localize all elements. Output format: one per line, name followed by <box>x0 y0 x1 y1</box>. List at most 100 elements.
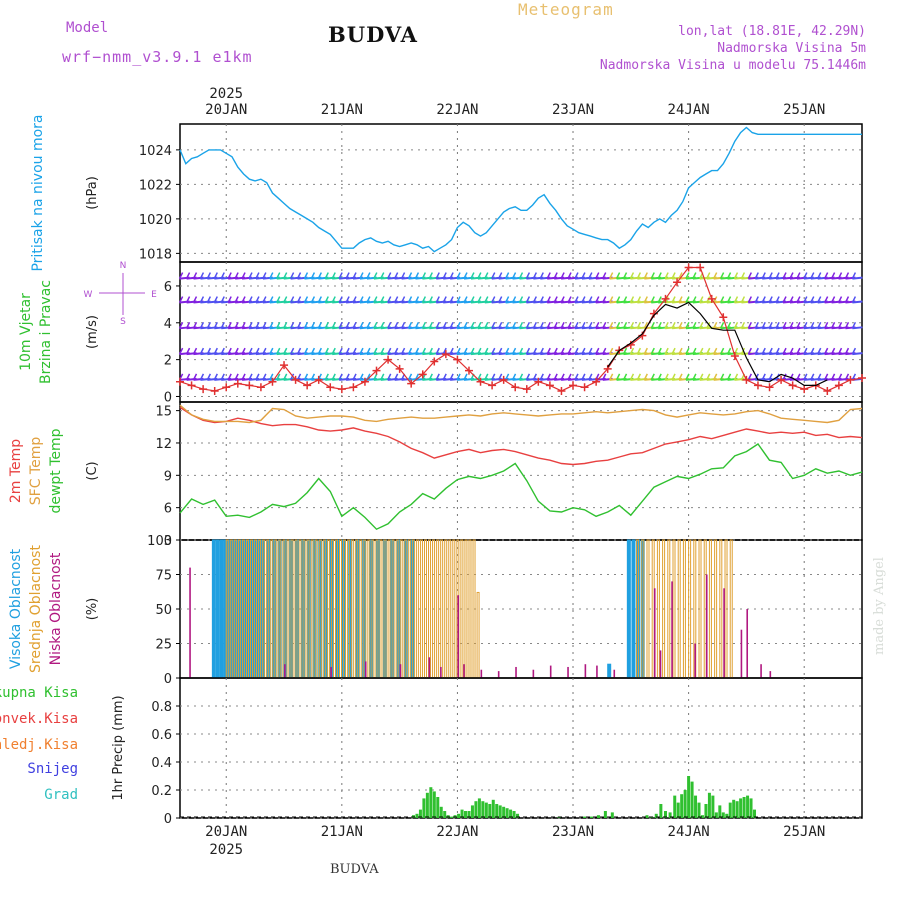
wind-barb-flag <box>837 347 843 355</box>
wind-barb-flag <box>477 296 482 303</box>
wind-barb-flag <box>289 272 295 279</box>
wind-speed-marker <box>303 381 312 390</box>
precip-legend-item: Snijeg <box>27 761 78 777</box>
wind-barb-flag <box>227 272 232 279</box>
cloud-bar-low <box>567 666 569 678</box>
wind-barb-flag <box>782 321 787 329</box>
wind-barb-flag <box>671 296 676 303</box>
wind-barb-flag <box>206 296 212 303</box>
wind-barb-flag <box>553 296 558 303</box>
wind-barb-flag <box>636 296 642 303</box>
station-title: BUDVA <box>328 22 418 47</box>
y-tick-label: 0 <box>164 390 172 405</box>
wind-barb-flag <box>192 373 198 381</box>
wind-speed-marker <box>245 381 254 390</box>
wind-barb-flag <box>622 296 628 303</box>
wind-barb-flag <box>650 321 655 329</box>
cloud-bar-low <box>705 574 708 678</box>
wind-barb-flag <box>678 347 683 355</box>
precip-bar <box>654 813 658 818</box>
wind-barb-flag <box>657 347 662 355</box>
compass-w: W <box>84 290 93 300</box>
y-tick-label: 0.8 <box>151 700 172 715</box>
wind-speed-marker <box>742 375 751 384</box>
wind-barb-flag <box>747 347 753 355</box>
y-tick-label: 4 <box>164 317 172 332</box>
wind-barb-flag <box>206 321 212 329</box>
wind-barb-flag <box>768 321 773 329</box>
wind-barb-flag <box>692 296 697 303</box>
wind-barb-flag <box>276 321 281 329</box>
wind-barb-flag <box>712 347 718 355</box>
wind-barb-flag <box>491 321 496 329</box>
wind-barb-flag <box>588 347 593 355</box>
precip-bar <box>749 798 753 818</box>
wind-speed-marker <box>384 355 393 364</box>
wind-barb-flag <box>255 272 260 279</box>
wind-barb-flag <box>491 296 496 303</box>
wind-barb-flag <box>671 321 676 329</box>
wind-barb-flag <box>414 347 420 355</box>
wind-barb-flag <box>636 373 642 381</box>
wind-barb-flag <box>733 296 739 303</box>
wind-barb-flag <box>643 347 648 355</box>
wind-barb-flag <box>726 373 732 381</box>
unit-label-wind: (m/s) <box>85 315 100 349</box>
cloud-bar-low <box>596 665 598 678</box>
wind-barb-flag <box>421 296 427 303</box>
wind-speed-marker <box>372 366 381 375</box>
wind-speed-marker <box>684 263 693 272</box>
wind-barb-flag <box>421 321 427 329</box>
wind-barb-flag <box>567 373 572 381</box>
wind-barb-flag <box>345 373 350 381</box>
wind-barb-flag <box>456 347 461 355</box>
wind-barb-flag <box>234 272 239 279</box>
wind-barb-flag <box>484 321 489 329</box>
wind-barb-flag <box>525 373 531 381</box>
wind-barb-flag <box>324 373 329 381</box>
wind-barb-flag <box>463 373 468 381</box>
cloud-bar-low <box>330 666 332 678</box>
wind-barb-flag <box>199 321 205 329</box>
wind-barb-flag <box>803 321 808 329</box>
wind-barb-flag <box>393 272 399 279</box>
wind-barb-flag <box>393 373 399 381</box>
unit-label-temperature: (C) <box>85 461 100 480</box>
wind-barb-flag <box>234 296 239 303</box>
wind-barb-flag <box>387 321 392 329</box>
cloud-bar-low <box>284 664 286 678</box>
wind-barb-flag <box>497 296 503 303</box>
wind-speed-marker <box>453 355 462 364</box>
y-tick-label: 0.2 <box>151 784 172 799</box>
wind-barb-flag <box>442 296 447 303</box>
wind-barb-flag <box>414 373 420 381</box>
precip-bar <box>439 806 443 818</box>
wind-barb-flag <box>761 272 766 279</box>
cloud-bar <box>708 539 712 679</box>
wind-barb-flag <box>484 296 489 303</box>
precip-bar <box>603 811 607 818</box>
unit-label-precip: 1hr Precip (mm) <box>111 695 126 800</box>
wind-barb-flag <box>581 296 586 303</box>
wind-barb-flag <box>844 373 850 381</box>
wind-barb-flag <box>511 373 517 381</box>
wind-barb-flag <box>463 272 468 279</box>
wind-barb-flag <box>310 272 316 279</box>
wind-barb-flag <box>428 347 433 355</box>
wind-barb-flag <box>761 373 766 381</box>
wind-gust-line <box>607 301 828 386</box>
wind-barb-flag <box>692 321 697 329</box>
wind-barb-flag <box>768 347 773 355</box>
wind-barb-flag <box>199 272 205 279</box>
wind-barb-flag <box>317 321 323 329</box>
precip-bar <box>502 806 506 818</box>
wind-barb-flag <box>192 321 198 329</box>
wind-barb-flag <box>435 272 440 279</box>
wind-barb-flag <box>477 321 482 329</box>
wind-barb-flag <box>387 272 392 279</box>
y-tick-label: 0.4 <box>151 756 172 771</box>
cloud-bar <box>667 539 671 679</box>
model-altitude-text: Nadmorska Visina u modelu 75.1446m <box>599 58 866 73</box>
wind-barb-flag <box>400 321 406 329</box>
wind-barb-flag <box>810 296 815 303</box>
